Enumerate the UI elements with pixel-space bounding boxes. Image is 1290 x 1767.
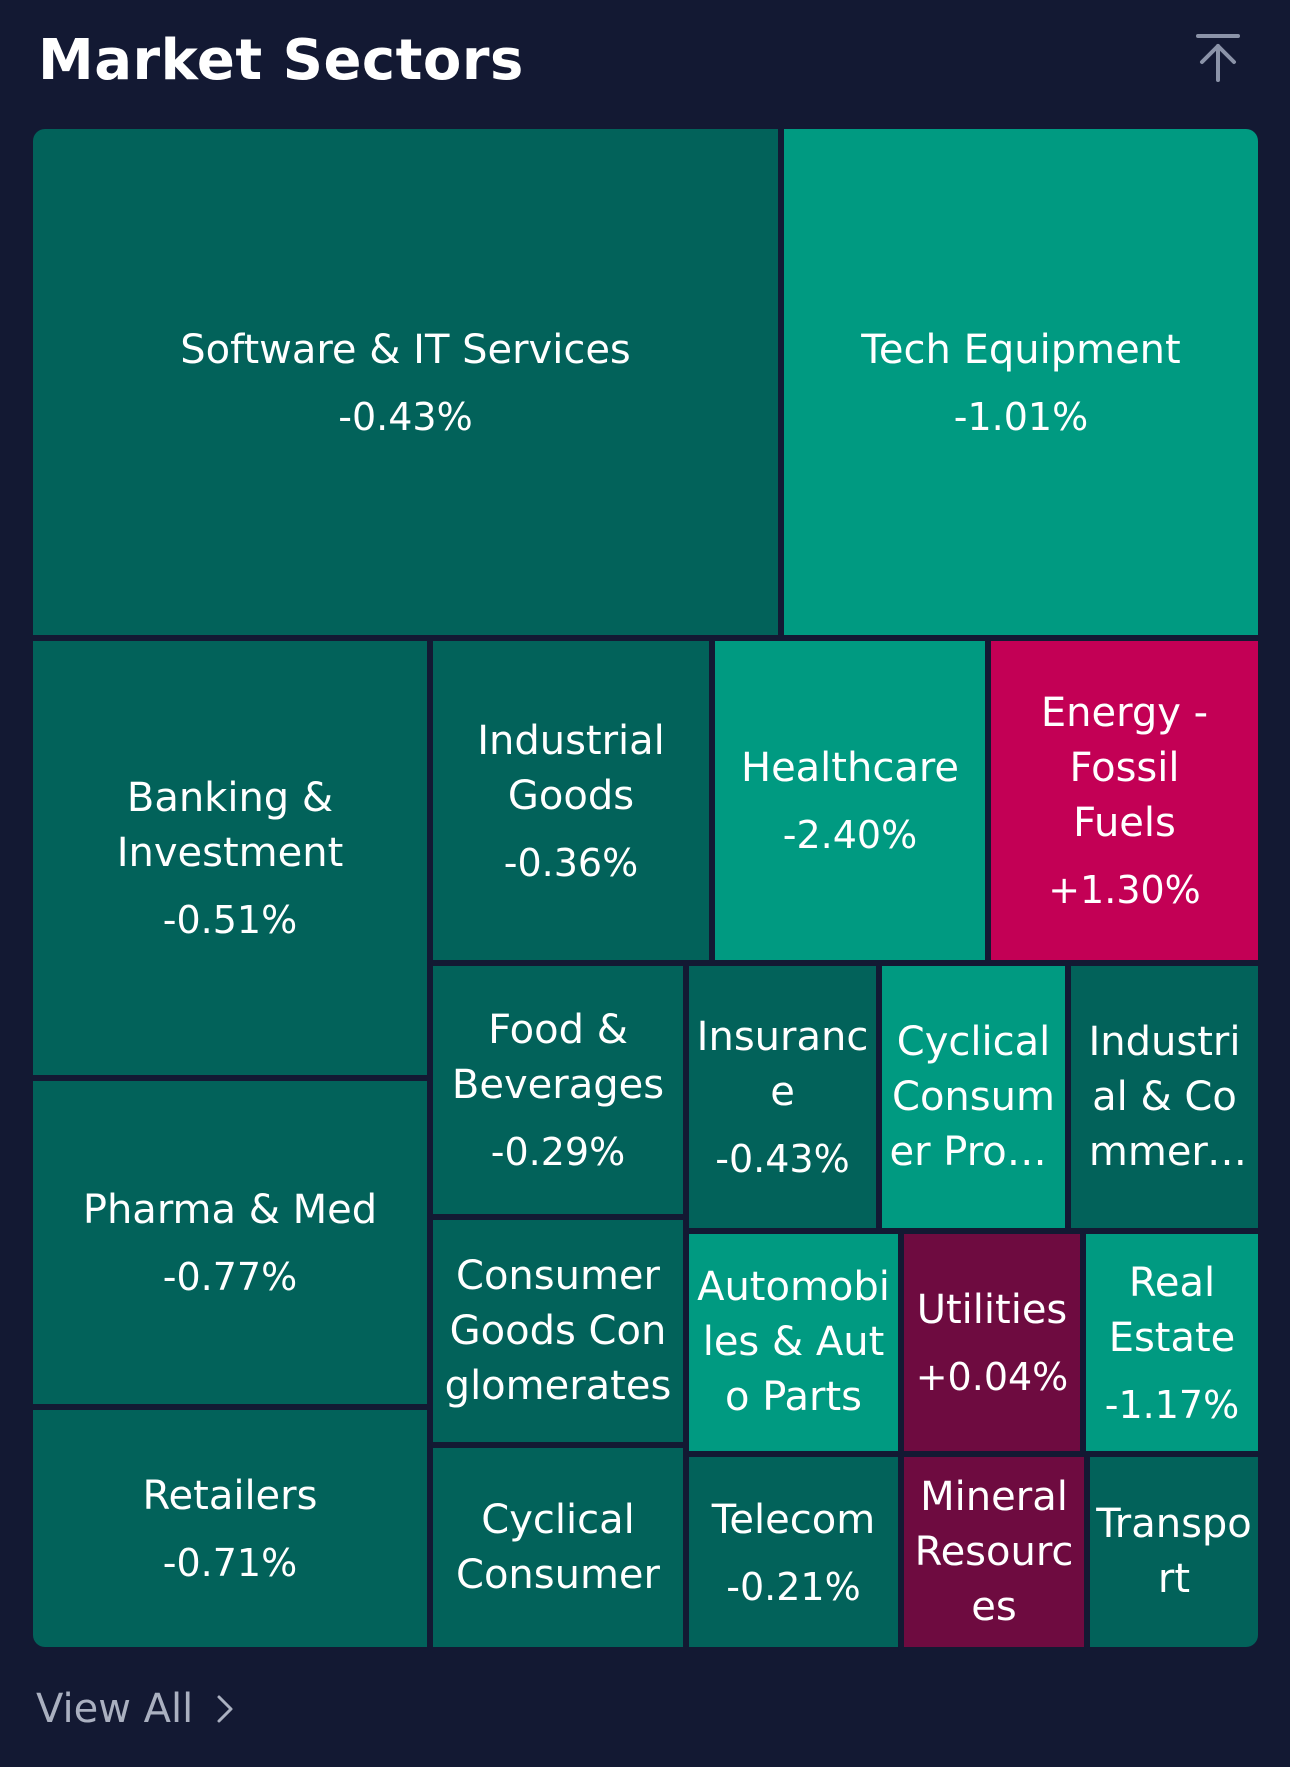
sector-name: Real Estate xyxy=(1108,1259,1236,1361)
sector-name: Food & Beverages xyxy=(451,1007,665,1108)
sector-tile-tech-equipment[interactable]: Tech Equipment -1.01% xyxy=(784,129,1258,635)
sector-name: Insurance xyxy=(696,1014,869,1115)
sector-name: Transport xyxy=(1096,1501,1252,1602)
sector-tile-transport[interactable]: Transport xyxy=(1090,1457,1258,1647)
sector-change: +0.04% xyxy=(915,1355,1069,1399)
sector-name: Telecom xyxy=(711,1496,876,1543)
sector-name: Energy - Fossil Fuels xyxy=(1040,690,1209,846)
sector-tile-energy-fossil-fuels[interactable]: Energy - Fossil Fuels +1.30% xyxy=(991,641,1258,960)
sector-change: -1.17% xyxy=(1104,1382,1240,1427)
sector-name: Automobiles & Auto Parts xyxy=(697,1264,890,1420)
sector-name: Cyclical Consumer Products xyxy=(889,1018,1058,1175)
sector-name: Cyclical Consumer xyxy=(456,1496,660,1598)
sector-name: Industrial & Commercial Services xyxy=(1088,1018,1241,1175)
chevron-right-icon xyxy=(217,1695,233,1723)
sector-change: -0.43% xyxy=(338,394,473,439)
sector-name: Tech Equipment xyxy=(861,326,1181,373)
sector-tile-consumer-goods-conglomerates[interactable]: Consumer Goods Conglomerates xyxy=(433,1220,683,1442)
sector-tile-mineral-resources[interactable]: Mineral Resources xyxy=(904,1457,1084,1647)
sector-tile-food-beverages[interactable]: Food & Beverages -0.29% xyxy=(433,966,683,1214)
sector-name: Industrial Goods xyxy=(477,717,665,819)
sector-name: Pharma & Med xyxy=(82,1187,378,1233)
sector-tile-telecom[interactable]: Telecom -0.21% xyxy=(689,1457,898,1647)
sector-name: Banking & Investment xyxy=(116,775,344,876)
sector-tile-pharma-med[interactable]: Pharma & Med -0.77% xyxy=(33,1081,427,1404)
sector-name: Mineral Resources xyxy=(914,1473,1074,1630)
sector-name: Retailers xyxy=(142,1473,318,1519)
sector-change: -0.36% xyxy=(503,840,639,885)
sector-tile-banking-investment[interactable]: Banking & Investment -0.51% xyxy=(33,641,427,1075)
sector-tile-cyclical-consumer[interactable]: Cyclical Consumer xyxy=(433,1448,683,1647)
sector-name: Healthcare xyxy=(740,745,960,791)
sector-change: -0.71% xyxy=(162,1541,298,1585)
sector-change: -1.01% xyxy=(953,394,1089,439)
sector-change: +1.30% xyxy=(1048,868,1201,912)
sector-change: -0.51% xyxy=(162,898,298,942)
sector-tile-utilities[interactable]: Utilities +0.04% xyxy=(904,1234,1080,1451)
sector-tile-retailers[interactable]: Retailers -0.71% xyxy=(33,1410,427,1647)
sector-change: -2.40% xyxy=(782,813,918,857)
sector-change: -0.29% xyxy=(490,1130,626,1174)
sector-name: Software & IT Services xyxy=(180,326,631,373)
view-all-label: View All xyxy=(36,1686,194,1732)
sector-name: Consumer Goods Conglomerates xyxy=(444,1252,672,1409)
arrow-up-to-top-icon xyxy=(1196,34,1240,82)
sector-tile-industrial-goods[interactable]: Industrial Goods -0.36% xyxy=(433,641,709,960)
page-title: Market Sectors xyxy=(38,28,524,93)
sector-tile-software-it-services[interactable]: Software & IT Services -0.43% xyxy=(33,129,778,635)
sector-change: -0.77% xyxy=(162,1255,298,1299)
sector-tile-healthcare[interactable]: Healthcare -2.40% xyxy=(715,641,985,960)
sector-tile-real-estate[interactable]: Real Estate -1.17% xyxy=(1086,1234,1258,1451)
scroll-to-top-button[interactable] xyxy=(1190,30,1246,86)
sector-tile-cyclical-consumer-products[interactable]: Cyclical Consumer Products xyxy=(882,966,1065,1228)
sector-tile-insurance[interactable]: Insurance -0.43% xyxy=(689,966,876,1228)
sector-change: -0.21% xyxy=(726,1564,861,1609)
sector-tile-industrial-commercial-services[interactable]: Industrial & Commercial Services xyxy=(1071,966,1258,1228)
sector-treemap: Software & IT Services -0.43% Tech Equip… xyxy=(33,129,1258,1647)
view-all-link[interactable]: View All xyxy=(36,1686,235,1732)
sector-tile-automobiles-auto-parts[interactable]: Automobiles & Auto Parts xyxy=(689,1234,898,1451)
sector-name: Utilities xyxy=(916,1287,1068,1333)
sector-change: -0.43% xyxy=(715,1137,850,1181)
